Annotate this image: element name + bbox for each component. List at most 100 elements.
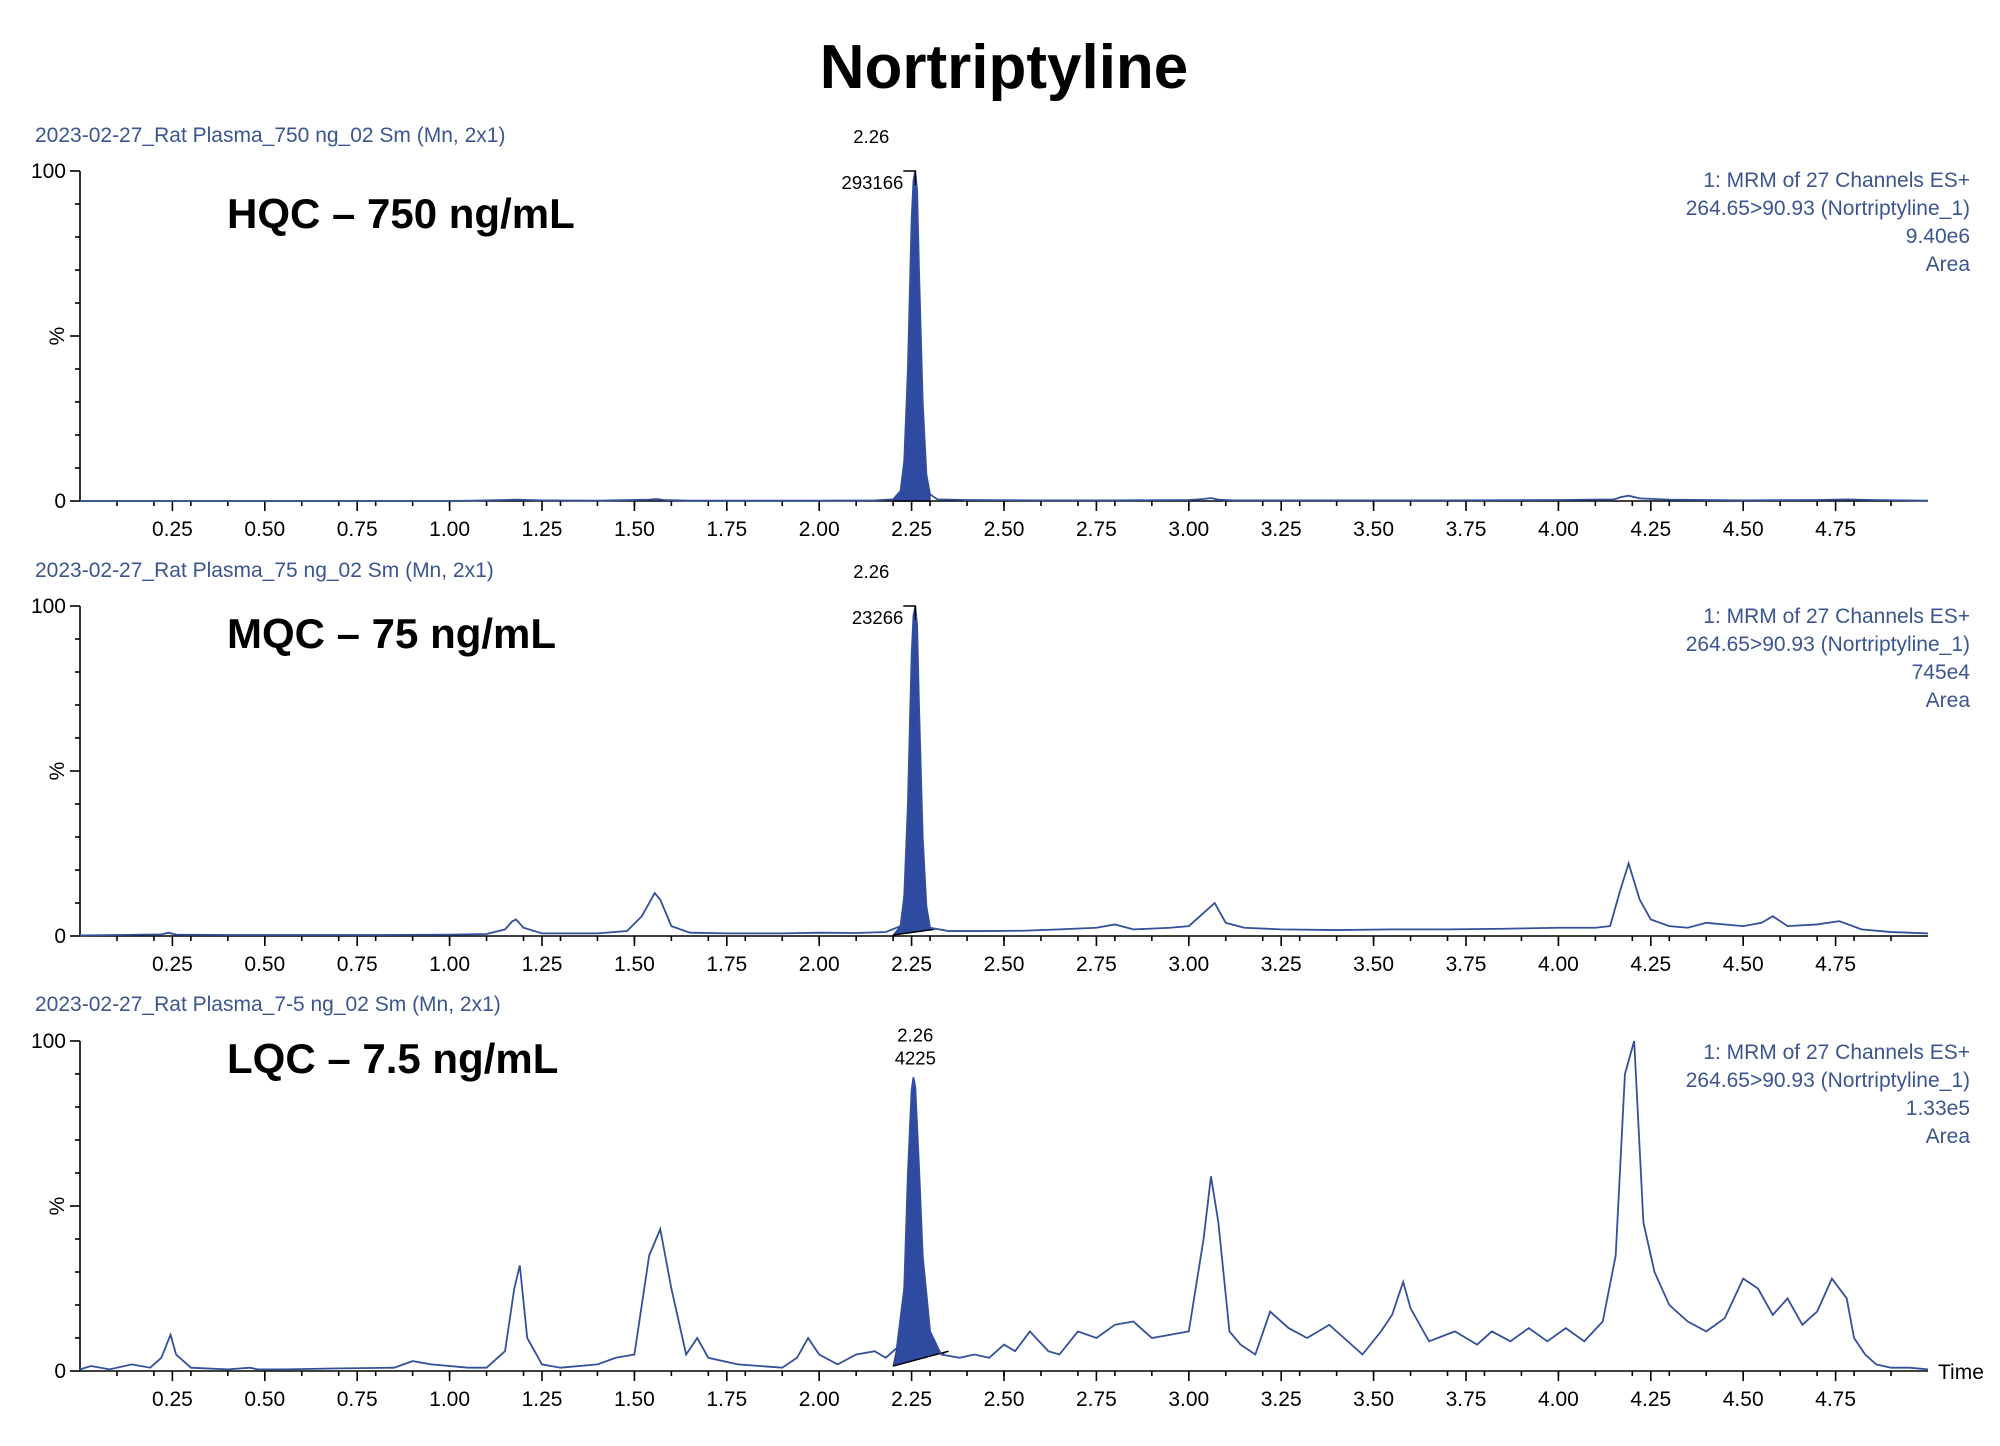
x-tick-label: 4.75: [1815, 1388, 1856, 1411]
info-line: Area: [1926, 253, 1971, 276]
y-tick-label: 100: [31, 160, 66, 183]
x-tick-label: 3.50: [1353, 953, 1394, 976]
x-tick-label: 2.00: [799, 1388, 840, 1411]
info-line: Area: [1926, 689, 1971, 712]
integrated-peak-area: [891, 605, 936, 936]
x-tick-label: 1.50: [614, 953, 655, 976]
x-tick-label: 3.25: [1261, 953, 1302, 976]
x-tick-label: 3.75: [1446, 953, 1487, 976]
x-tick-label: 2.25: [891, 1388, 932, 1411]
y-axis-label: %: [46, 1197, 69, 1216]
info-line: 264.65>90.93 (Nortriptyline_1): [1686, 197, 1970, 220]
chromatogram-trace: [80, 170, 1929, 502]
info-line: 1: MRM of 27 Channels ES+: [1703, 605, 1970, 628]
peak-baseline: [893, 928, 934, 936]
y-tick-label: 0: [54, 1360, 66, 1383]
x-tick-label: 4.25: [1630, 1388, 1671, 1411]
peak-baseline: [892, 1350, 949, 1367]
y-tick-label: 100: [31, 1030, 66, 1053]
info-line: 1: MRM of 27 Channels ES+: [1703, 1041, 1970, 1064]
x-tick-label: 3.75: [1446, 1388, 1487, 1411]
figure-title: Nortriptyline: [820, 33, 1189, 102]
x-tick-label: 2.50: [984, 518, 1025, 541]
x-tick-label: 2.75: [1076, 518, 1117, 541]
sample-name: 2023-02-27_Rat Plasma_7-5 ng_02 Sm (Mn, …: [35, 993, 501, 1016]
x-tick-label: 1.25: [522, 1388, 563, 1411]
x-tick-label: 3.00: [1168, 953, 1209, 976]
peak-area-label: 4225: [895, 1047, 936, 1068]
panel-label: HQC – 750 ng/mL: [227, 190, 575, 237]
info-line: 1.33e5: [1906, 1097, 1970, 1120]
y-axis-label: %: [46, 327, 69, 346]
x-tick-label: 4.50: [1723, 518, 1764, 541]
peak-area-label: 23266: [852, 607, 903, 628]
x-tick-label: 1.50: [614, 1388, 655, 1411]
chromatogram-trace: [79, 1040, 1929, 1371]
x-tick-label: 4.25: [1630, 953, 1671, 976]
x-tick-label: 1.50: [614, 518, 655, 541]
x-tick-label: 4.50: [1723, 1388, 1764, 1411]
x-tick-label: 0.75: [337, 1388, 378, 1411]
peak-marker: [903, 605, 916, 620]
x-tick-label: 2.00: [799, 518, 840, 541]
x-tick-label: 1.75: [706, 953, 747, 976]
x-tick-label: 0.25: [152, 518, 193, 541]
x-tick-label: 4.50: [1723, 953, 1764, 976]
x-tick-label: 0.50: [244, 953, 285, 976]
info-line: 264.65>90.93 (Nortriptyline_1): [1686, 1069, 1970, 1092]
panel-label: LQC – 7.5 ng/mL: [227, 1035, 558, 1082]
x-tick-label: 0.75: [337, 518, 378, 541]
x-tick-label: 3.75: [1446, 518, 1487, 541]
x-tick-label: 1.25: [522, 953, 563, 976]
panel-label: MQC – 75 ng/mL: [227, 610, 556, 657]
y-tick-label: 0: [54, 925, 66, 948]
x-tick-label: 0.50: [244, 518, 285, 541]
sample-name: 2023-02-27_Rat Plasma_75 ng_02 Sm (Mn, 2…: [35, 559, 494, 582]
x-tick-label: 4.75: [1815, 518, 1856, 541]
x-tick-label: 0.25: [152, 1388, 193, 1411]
y-axis-label: %: [46, 762, 69, 781]
y-tick-label: 0: [54, 490, 66, 513]
x-tick-label: 3.25: [1261, 518, 1302, 541]
x-tick-label: 1.00: [429, 518, 470, 541]
x-tick-label: 0.25: [152, 953, 193, 976]
x-tick-label: 2.00: [799, 953, 840, 976]
x-tick-label: 4.00: [1538, 1388, 1579, 1411]
peak-rt-label: 2.26: [853, 126, 889, 147]
x-tick-label: 2.25: [891, 953, 932, 976]
x-tick-label: 2.50: [984, 1388, 1025, 1411]
sample-name: 2023-02-27_Rat Plasma_750 ng_02 Sm (Mn, …: [35, 124, 505, 147]
x-tick-label: 4.00: [1538, 953, 1579, 976]
x-tick-label: 0.50: [244, 1388, 285, 1411]
y-tick-label: 100: [31, 595, 66, 618]
peak-rt-label: 2.26: [897, 1024, 933, 1045]
peak-rt-label: 2.26: [853, 561, 889, 582]
x-tick-label: 0.75: [337, 953, 378, 976]
x-tick-label: 4.00: [1538, 518, 1579, 541]
x-tick-label: 3.00: [1168, 518, 1209, 541]
x-tick-label: 2.75: [1076, 953, 1117, 976]
x-tick-label: 1.75: [706, 518, 747, 541]
x-tick-label: 3.50: [1353, 518, 1394, 541]
info-line: 745e4: [1912, 661, 1971, 684]
x-tick-label: 4.75: [1815, 953, 1856, 976]
chromatogram-trace: [79, 605, 1929, 937]
x-tick-label: 2.25: [891, 518, 932, 541]
x-tick-label: 3.25: [1261, 1388, 1302, 1411]
x-axis-label: Time: [1938, 1361, 1984, 1384]
peak-area-label: 293166: [842, 172, 904, 193]
info-line: 9.40e6: [1906, 225, 1970, 248]
x-tick-label: 1.75: [706, 1388, 747, 1411]
peak-marker: [903, 170, 916, 185]
info-line: Area: [1926, 1125, 1971, 1148]
info-line: 264.65>90.93 (Nortriptyline_1): [1686, 633, 1970, 656]
x-tick-label: 4.25: [1630, 518, 1671, 541]
x-tick-label: 3.00: [1168, 1388, 1209, 1411]
x-tick-label: 1.25: [522, 518, 563, 541]
x-tick-label: 2.75: [1076, 1388, 1117, 1411]
x-tick-label: 1.00: [429, 1388, 470, 1411]
x-tick-label: 1.00: [429, 953, 470, 976]
info-line: 1: MRM of 27 Channels ES+: [1703, 169, 1970, 192]
